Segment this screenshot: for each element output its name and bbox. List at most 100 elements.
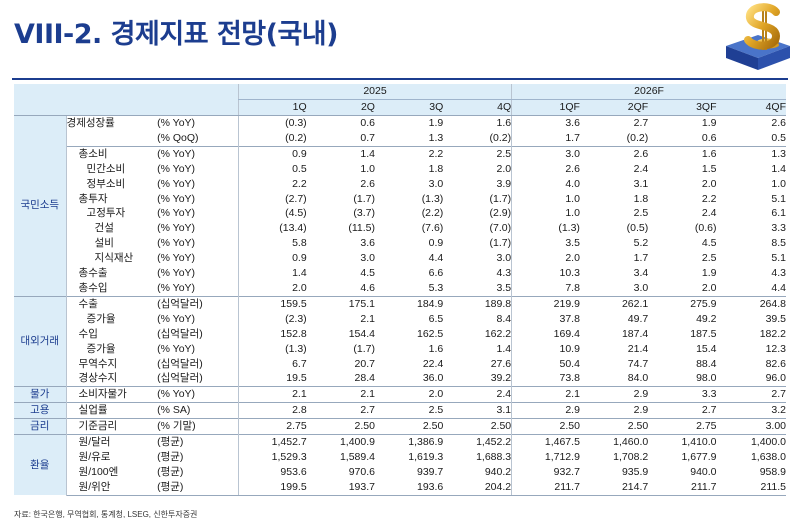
value-cell: 970.6 — [348, 465, 375, 478]
value-cell: 3.6 — [511, 114, 580, 131]
forecast-table: 2025 2026F 1Q 2Q 3Q 4Q 1QF 2QF 3QF 4QF 국… — [14, 84, 786, 496]
value-cell: 2.0 — [701, 177, 717, 190]
value-cell: 2.6 — [716, 114, 786, 131]
value-cell: 7.8 — [511, 280, 580, 297]
row-unit: (% YoY) — [157, 386, 239, 403]
value-cell: 1.6 — [648, 145, 717, 162]
value-cell: (0.6) — [694, 222, 717, 235]
value-cell: 1,638.0 — [750, 450, 786, 463]
value-cell: 940.2 — [484, 465, 512, 478]
value-cell: 953.6 — [237, 464, 307, 480]
value-cell: 2.50 — [306, 418, 375, 435]
value-cell: 0.9 — [237, 145, 307, 162]
row-gdp-growth-qoq: (% QoQ) (0.2) 0.7 1.3 (0.2) 1.7 (0.2) 0.6 0.5 — [14, 130, 786, 147]
value-cell: 2.5 — [633, 207, 649, 220]
row-unit: (% QoQ) — [157, 131, 199, 144]
value-cell: 1,677.9 — [681, 450, 717, 463]
value-cell: 6.7 — [237, 356, 307, 372]
quarter-header: 3QF — [648, 99, 717, 116]
value-cell: 19.5 — [237, 371, 307, 387]
value-cell: (4.5) — [237, 206, 307, 222]
row-label: 총수입 — [78, 281, 108, 294]
value-cell: 50.4 — [511, 356, 580, 372]
row-unit: (% YoY) — [157, 222, 196, 235]
value-cell: 39.2 — [490, 372, 512, 385]
value-cell: 2.0 — [237, 280, 307, 297]
value-cell: (2.9) — [489, 207, 512, 220]
value-cell: 3.5 — [496, 281, 512, 294]
row-unit: (% YoY) — [157, 312, 196, 325]
category-domestic: 국민소득 — [14, 115, 67, 297]
value-cell: 1.4 — [771, 162, 786, 175]
value-cell: 1,708.2 — [613, 450, 649, 463]
quarter-header: 1QF — [511, 99, 580, 116]
value-cell: 0.5 — [771, 131, 786, 144]
value-cell: 152.8 — [237, 326, 307, 342]
value-cell: 0.6 — [701, 131, 717, 144]
category-employment: 고용 — [14, 402, 67, 419]
quarter-header: 1Q — [237, 99, 307, 116]
row-base-rate: 금리 기준금리 (% 기말) 2.75 2.50 2.50 2.50 2.50 2.50 2… — [14, 418, 786, 435]
row-label: 원/유로 — [78, 450, 111, 463]
value-cell: 1,386.9 — [374, 434, 444, 450]
value-cell: 0.9 — [428, 237, 444, 250]
value-cell: 5.3 — [428, 281, 444, 294]
row-unit: (% YoY) — [157, 252, 196, 265]
year-2026-header: 2026F — [511, 84, 786, 100]
value-cell: 4.3 — [771, 267, 786, 280]
row-unit: (% YoY) — [157, 162, 196, 175]
row-unemployment: 고용 실업률 (% SA) 2.8 2.7 2.5 3.1 2.9 2.9 2.7 3.2 — [14, 402, 786, 419]
value-cell: 12.3 — [765, 342, 786, 355]
value-cell: 73.8 — [511, 371, 580, 387]
row-label: 지식재산 — [94, 252, 134, 265]
row-intellectual-property: 지식재산 (% YoY) 0.9 3.0 4.4 3.0 2.0 1.7 2.5 5.1 — [14, 251, 786, 267]
value-cell: 4.4 — [428, 252, 444, 265]
value-cell: 189.8 — [443, 295, 512, 312]
row-unit: (% YoY) — [157, 192, 196, 205]
value-cell: 162.2 — [484, 327, 512, 340]
value-cell: 199.5 — [237, 479, 307, 496]
row-unit: (십억달러) — [157, 357, 203, 370]
value-cell: 0.9 — [237, 251, 307, 267]
value-cell: (2.3) — [237, 311, 307, 327]
quarter-header: 3Q — [374, 99, 444, 116]
value-cell: 2.2 — [237, 176, 307, 192]
value-cell: 4.4 — [771, 281, 786, 294]
value-cell: 6.5 — [428, 312, 444, 325]
value-cell: 2.5 — [374, 402, 444, 419]
value-cell: (1.7) — [489, 237, 512, 250]
value-cell: 49.7 — [627, 312, 649, 325]
value-cell: 175.1 — [306, 295, 375, 312]
value-cell: 1,400.9 — [306, 434, 375, 450]
value-cell: 1.5 — [701, 162, 717, 175]
value-cell: 3.0 — [496, 252, 512, 265]
row-krw-100jpy: 원/100엔 (평균) 953.6 970.6 939.7 940.2 932.7 935… — [14, 464, 786, 480]
value-cell: 162.5 — [417, 327, 444, 340]
header-year-row: 2025 2026F — [14, 84, 786, 100]
value-cell: (3.7) — [353, 207, 375, 220]
value-cell: 2.4 — [701, 207, 717, 220]
value-cell: 1.6 — [443, 114, 512, 131]
value-cell: 3.3 — [648, 386, 717, 403]
value-cell: 204.2 — [443, 479, 512, 496]
category-rates: 금리 — [14, 418, 67, 435]
value-cell: 1,460.0 — [579, 434, 649, 450]
value-cell: 958.9 — [759, 465, 786, 478]
row-unit: (% YoY) — [157, 114, 239, 131]
row-unit: (% YoY) — [157, 237, 196, 250]
row-total-imports: 총수입 (% YoY) 2.0 4.6 5.3 3.5 7.8 3.0 2.0 4.4 — [14, 280, 786, 297]
value-cell: 4.0 — [511, 176, 580, 192]
row-total-consumption: 총소비 (% YoY) 0.9 1.4 2.2 2.5 3.0 2.6 1.6 1.3 — [14, 145, 786, 162]
value-cell: 4.5 — [701, 237, 717, 250]
value-cell: 5.1 — [771, 192, 786, 205]
value-cell: 2.1 — [237, 386, 307, 403]
value-cell: 1.0 — [360, 162, 375, 175]
value-cell: 1,589.4 — [339, 450, 375, 463]
value-cell: 84.0 — [627, 372, 649, 385]
page-title: VIII-2. 경제지표 전망(국내) — [14, 19, 338, 50]
value-cell: 1.9 — [374, 114, 444, 131]
row-unit: (평균) — [157, 450, 184, 463]
value-cell: 2.9 — [579, 386, 649, 403]
row-label: 경상수지 — [78, 372, 118, 385]
quarter-header: 2QF — [579, 99, 649, 116]
